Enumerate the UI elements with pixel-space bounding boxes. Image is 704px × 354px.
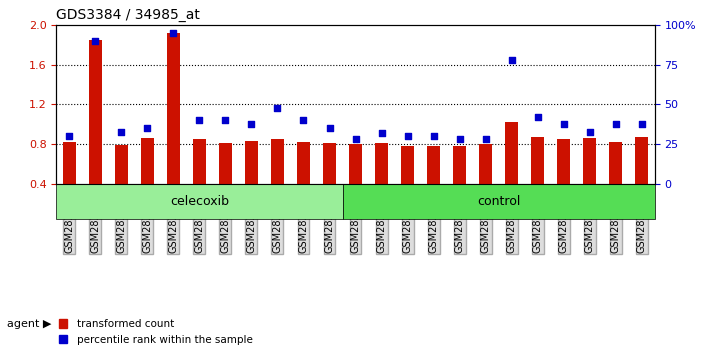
Bar xyxy=(63,142,76,184)
Bar xyxy=(141,138,154,184)
Bar xyxy=(245,141,258,184)
Point xyxy=(610,121,622,126)
Point xyxy=(63,133,75,139)
Bar xyxy=(89,40,102,184)
FancyBboxPatch shape xyxy=(56,184,343,219)
Point xyxy=(115,129,127,134)
Point xyxy=(506,57,517,63)
Bar xyxy=(219,143,232,184)
Bar xyxy=(297,142,310,184)
Point xyxy=(220,118,231,123)
Bar xyxy=(479,144,492,184)
Point xyxy=(142,125,153,131)
Point xyxy=(428,133,439,139)
Bar xyxy=(167,33,180,184)
FancyBboxPatch shape xyxy=(343,184,655,219)
Point xyxy=(532,114,543,120)
Bar xyxy=(531,137,544,184)
Point xyxy=(194,118,205,123)
Bar xyxy=(609,142,622,184)
Point xyxy=(246,121,257,126)
Point xyxy=(454,137,465,142)
Bar xyxy=(583,138,596,184)
Point xyxy=(376,130,387,136)
Point xyxy=(636,121,648,126)
Bar xyxy=(323,143,336,184)
Bar xyxy=(349,144,362,184)
Bar xyxy=(401,146,414,184)
Bar xyxy=(427,146,440,184)
Legend: transformed count, percentile rank within the sample: transformed count, percentile rank withi… xyxy=(54,315,258,349)
Point xyxy=(298,118,309,123)
Bar xyxy=(115,145,128,184)
Text: celecoxib: celecoxib xyxy=(170,195,229,208)
Point xyxy=(89,38,101,44)
Point xyxy=(402,133,413,139)
Bar xyxy=(557,139,570,184)
Point xyxy=(558,121,570,126)
Text: control: control xyxy=(477,195,520,208)
Bar xyxy=(193,139,206,184)
Point xyxy=(584,129,596,134)
Bar xyxy=(635,137,648,184)
Point xyxy=(324,125,335,131)
Point xyxy=(480,137,491,142)
Bar xyxy=(505,122,518,184)
Bar xyxy=(375,143,388,184)
Bar xyxy=(453,146,466,184)
Bar xyxy=(271,139,284,184)
Point xyxy=(272,105,283,110)
Point xyxy=(168,30,179,36)
Text: GDS3384 / 34985_at: GDS3384 / 34985_at xyxy=(56,8,200,22)
Text: agent ▶: agent ▶ xyxy=(7,319,51,329)
Point xyxy=(350,137,361,142)
